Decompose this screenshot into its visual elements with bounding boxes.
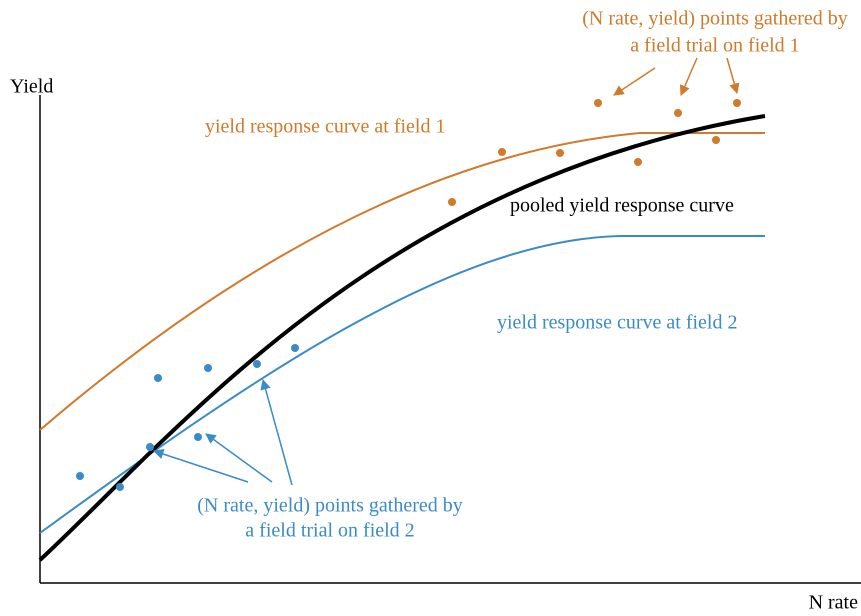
field1-curve-label: yield response curve at field 1 [205,116,445,138]
pooled-curve [38,114,766,562]
field2-curve [39,235,765,534]
field1-curve [39,132,765,431]
field1-arrows [613,57,740,96]
field2-annotation: (N rate, yield) points gathered by [197,495,462,517]
y-axis-label: Yield [10,76,53,98]
pooled-curve-label: pooled yield response curve [510,195,734,217]
field1-annotation: a field trial on field 1 [630,35,799,57]
x-axis-label: N rate [809,592,859,614]
field2-arrows [153,378,293,486]
field2-curve-label: yield response curve at field 2 [497,312,737,334]
field2-annotation: a field trial on field 2 [245,520,414,542]
field1-annotation: (N rate, yield) points gathered by [582,8,847,30]
field2-points [76,344,299,491]
field1-points [448,99,741,206]
